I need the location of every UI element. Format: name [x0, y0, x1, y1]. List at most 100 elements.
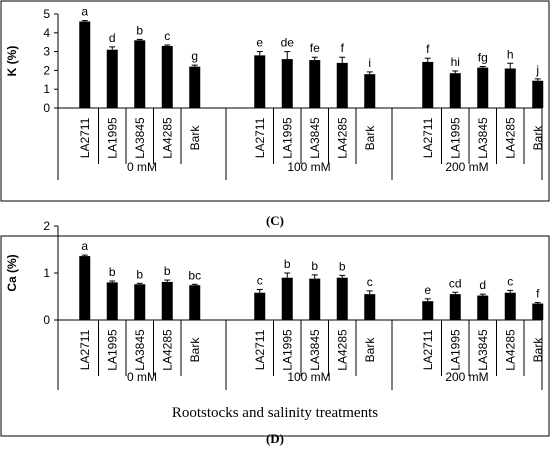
bar [281, 59, 293, 108]
significance-letter: b [136, 267, 143, 281]
significance-letter: b [339, 259, 346, 273]
significance-letter: g [191, 49, 198, 63]
category-tick-label: LA4285 [160, 329, 174, 371]
panel-caption: (C) [266, 213, 284, 228]
significance-letter: b [109, 265, 116, 279]
category-tick-label: LA2711 [253, 329, 267, 370]
category-tick-label: LA3845 [308, 117, 322, 159]
significance-letter: cd [449, 276, 462, 290]
significance-letter: e [424, 283, 431, 297]
x-axis-label: Rootstocks and salinity treatments [172, 405, 378, 421]
bar [79, 21, 91, 108]
category-tick-label: LA1995 [280, 117, 294, 159]
y-tick-label: 1 [43, 266, 50, 280]
bar [254, 292, 266, 320]
category-tick-label: Bark [531, 125, 545, 151]
bar [309, 60, 321, 108]
group-label: 200 mM [445, 370, 488, 384]
category-tick-label: LA3845 [476, 329, 490, 371]
bar [281, 277, 293, 320]
category-tick-label: LA2711 [78, 329, 92, 370]
category-tick-label: LA3845 [476, 117, 490, 159]
significance-letter: b [311, 259, 318, 273]
category-tick-label: LA4285 [335, 329, 349, 371]
significance-letter: c [257, 273, 263, 287]
significance-letter: de [281, 36, 295, 50]
bar [504, 68, 516, 108]
significance-letter: c [164, 29, 170, 43]
y-tick-label: 0 [43, 101, 50, 115]
significance-letter: b [136, 23, 143, 37]
bar [134, 284, 146, 320]
panel-frame [0, 235, 550, 437]
y-tick-label: 5 [43, 7, 50, 21]
category-tick-label: LA4285 [160, 117, 174, 159]
category-tick-label: LA1995 [105, 117, 119, 159]
y-axis-label: Ca (%) [5, 254, 19, 291]
bar [106, 282, 118, 320]
significance-letter: b [284, 257, 291, 271]
y-tick-label: 2 [43, 63, 50, 77]
bar [336, 277, 348, 320]
bar [477, 295, 489, 320]
y-tick-label: 0 [43, 313, 50, 327]
bar [422, 61, 434, 108]
significance-letter: f [341, 41, 345, 55]
significance-letter: b [164, 264, 171, 278]
category-tick-label: LA3845 [308, 329, 322, 371]
chart-panel-d: 0 1 2 Ca (%) 0 mM a LA2711 b LA1995 b LA3845 b LA428… [0, 219, 550, 437]
bar [504, 292, 516, 320]
category-tick-label: LA3845 [133, 329, 147, 371]
y-tick-label: 2 [43, 219, 50, 233]
significance-letter: d [479, 278, 486, 292]
category-tick-label: Bark [531, 337, 545, 363]
category-tick-label: Bark [188, 125, 202, 151]
bar [422, 301, 434, 320]
category-tick-label: Bark [363, 125, 377, 151]
y-tick-label: 1 [43, 82, 50, 96]
significance-letter: e [256, 36, 263, 50]
significance-letter: h [507, 47, 514, 61]
significance-letter: fg [478, 50, 488, 64]
category-tick-label: Bark [363, 337, 377, 363]
group-label: 100 mM [287, 160, 330, 174]
bar [79, 256, 91, 320]
group-label: 100 mM [287, 370, 330, 384]
bar [106, 49, 118, 108]
significance-letter: f [426, 42, 430, 56]
category-tick-label: LA1995 [280, 329, 294, 371]
category-tick-label: LA1995 [105, 329, 119, 371]
bar [336, 62, 348, 108]
category-tick-label: LA3845 [133, 117, 147, 159]
category-tick-label: LA2711 [78, 117, 92, 158]
category-tick-label: Bark [188, 337, 202, 363]
panel-caption: (D) [266, 431, 284, 446]
significance-letter: c [507, 274, 513, 288]
significance-letter: d [109, 31, 116, 45]
bar [364, 294, 376, 320]
bar [189, 285, 201, 320]
group-label: 200 mM [445, 160, 488, 174]
category-tick-label: LA4285 [335, 117, 349, 159]
category-tick-label: LA4285 [503, 117, 517, 159]
significance-letter: f [536, 287, 540, 301]
significance-letter: i [368, 56, 371, 70]
significance-letter: hi [451, 55, 460, 69]
y-tick-label: 4 [43, 26, 50, 40]
panel-frame [0, 0, 550, 202]
significance-letter: a [81, 239, 88, 253]
chart-panel-c: 0 1 2 3 4 5 K (%) 0 mM a LA2711 d LA1995 b LA3845 c LA4… [0, 0, 550, 202]
category-tick-label: LA1995 [448, 117, 462, 159]
significance-letter: fe [310, 41, 320, 55]
group-label: 0 mM [127, 370, 157, 384]
y-axis-label: K (%) [5, 46, 19, 77]
bar [449, 73, 461, 108]
bar [449, 294, 461, 320]
category-tick-label: LA2711 [421, 117, 435, 158]
bar [477, 67, 489, 108]
bar [532, 80, 544, 108]
bar [161, 45, 173, 108]
significance-letter: bc [188, 268, 201, 282]
bar [134, 40, 146, 108]
